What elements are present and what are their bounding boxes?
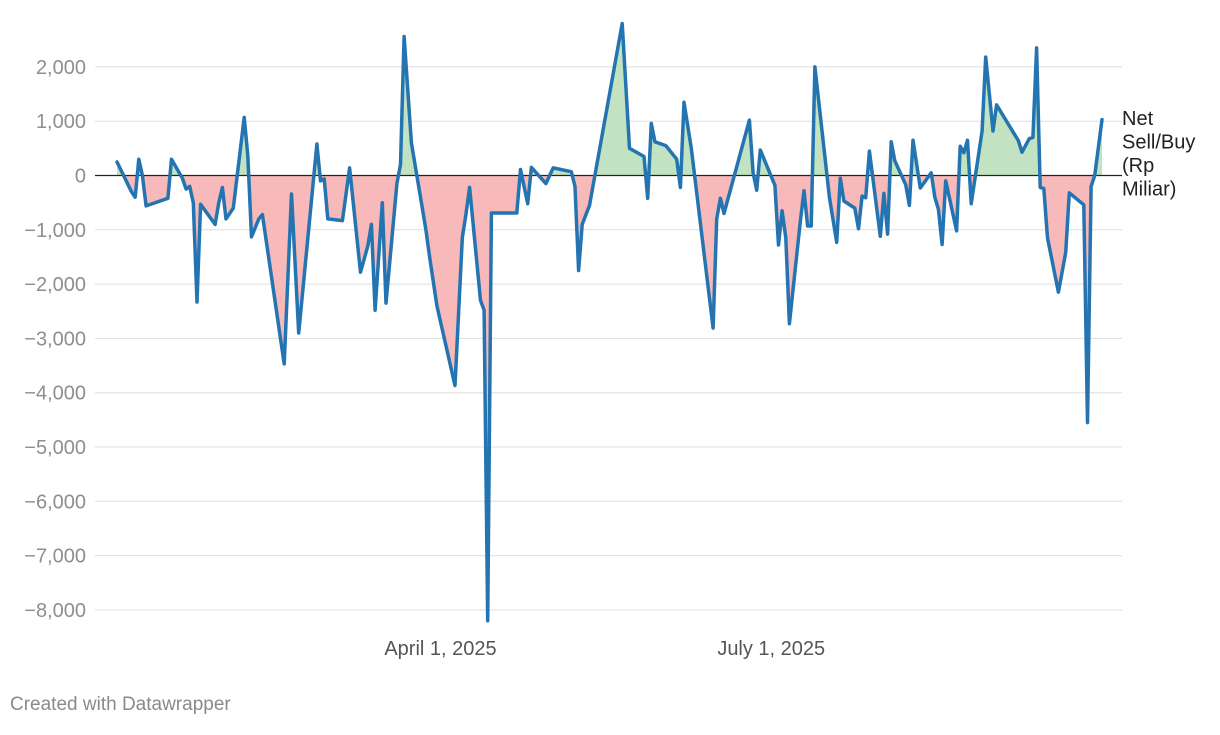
y-tick-label: −8,000 (24, 600, 86, 622)
series-line-layer (115, 21, 1104, 623)
series-label-line: (Rp (1122, 155, 1154, 177)
y-tick-label: −4,000 (24, 383, 86, 405)
y-tick-label: 1,000 (36, 111, 86, 133)
area-fills (117, 23, 1102, 621)
y-tick-label: −6,000 (24, 491, 86, 513)
x-tick-label: April 1, 2025 (384, 638, 496, 660)
y-tick-label: 0 (75, 166, 86, 188)
y-axis-tick-labels: 2,000 1,000 0 −1,000 −2,000 −3,000 −4,000 −5,00… (24, 57, 86, 622)
y-tick-label: 2,000 (36, 57, 86, 79)
positive-area (117, 23, 1102, 176)
y-tick-label: −2,000 (24, 274, 86, 296)
series-line (115, 21, 1104, 623)
y-tick-label: −3,000 (24, 328, 86, 350)
series-label-line: Miliar) (1122, 179, 1176, 201)
footer-credit: Created with Datawrapper (10, 694, 231, 715)
x-axis-tick-labels: April 1, 2025 July 1, 2025 (384, 638, 825, 660)
x-tick-label: July 1, 2025 (717, 638, 825, 660)
y-tick-label: −5,000 (24, 437, 86, 459)
y-tick-label: −1,000 (24, 220, 86, 242)
series-label-line: Sell/Buy (1122, 132, 1195, 154)
y-tick-label: −7,000 (24, 546, 86, 568)
series-label-line: Net (1122, 108, 1154, 130)
